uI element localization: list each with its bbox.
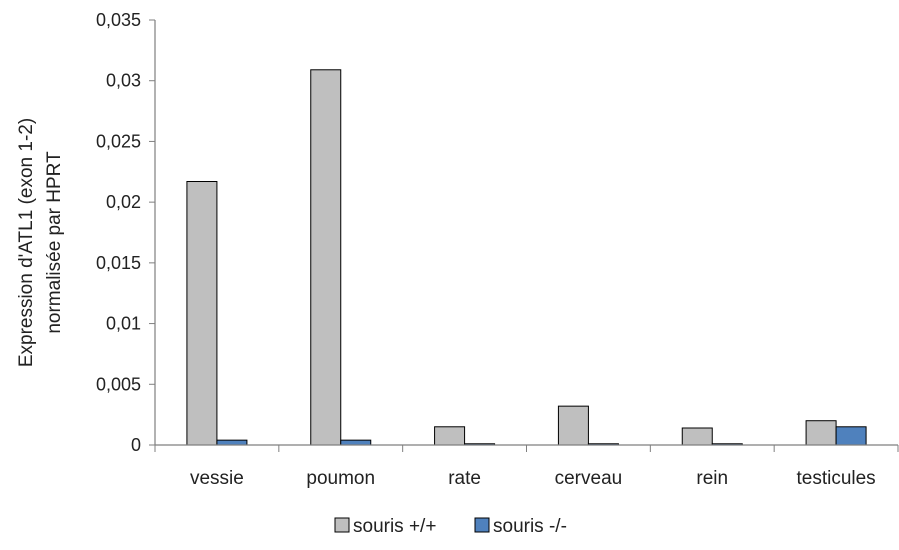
- y-tick-label: 0,025: [96, 131, 141, 151]
- bar: [681, 427, 713, 446]
- y-axis-title-line: normalisée par HPRT: [44, 151, 65, 334]
- bar: [557, 405, 589, 446]
- bar: [340, 439, 372, 446]
- legend-label: souris -/-: [493, 516, 567, 537]
- y-tick-label: 0,01: [106, 314, 141, 334]
- y-tick-label: 0,03: [106, 71, 141, 91]
- y-axis-ticks: 0 0,005 0,01 0,015 0,02 0,025 0,03 0,035: [96, 10, 155, 455]
- y-tick-label: 0,035: [96, 10, 141, 30]
- x-category-label: testicules: [796, 468, 875, 489]
- bar: [186, 181, 218, 446]
- y-tick-label: 0: [131, 435, 141, 455]
- x-category-label: rate: [448, 468, 481, 489]
- legend: souris +/+ souris -/-: [334, 516, 567, 537]
- legend-swatch: [334, 517, 350, 533]
- x-category-label: cerveau: [555, 468, 623, 489]
- y-axis-title-line: Expression d'ATL1 (exon 1-2): [16, 118, 37, 367]
- bar: [835, 426, 867, 446]
- x-category-label: rein: [696, 468, 728, 489]
- bars: [186, 69, 867, 446]
- y-tick-label: 0,005: [96, 374, 141, 394]
- axes: [154, 20, 899, 452]
- bar: [310, 69, 342, 446]
- bar: [434, 426, 466, 446]
- legend-swatch: [474, 517, 490, 533]
- x-axis-labels: vessie poumon rate cerveau rein testicules: [190, 468, 876, 489]
- y-tick-label: 0,02: [106, 192, 141, 212]
- legend-label: souris +/+: [353, 516, 436, 537]
- x-category-label: poumon: [306, 468, 375, 489]
- y-axis-title: Expression d'ATL1 (exon 1-2) normalisée p…: [16, 118, 65, 367]
- bar: [216, 439, 248, 446]
- bar: [805, 420, 837, 446]
- x-category-label: vessie: [190, 468, 244, 489]
- y-tick-label: 0,015: [96, 253, 141, 273]
